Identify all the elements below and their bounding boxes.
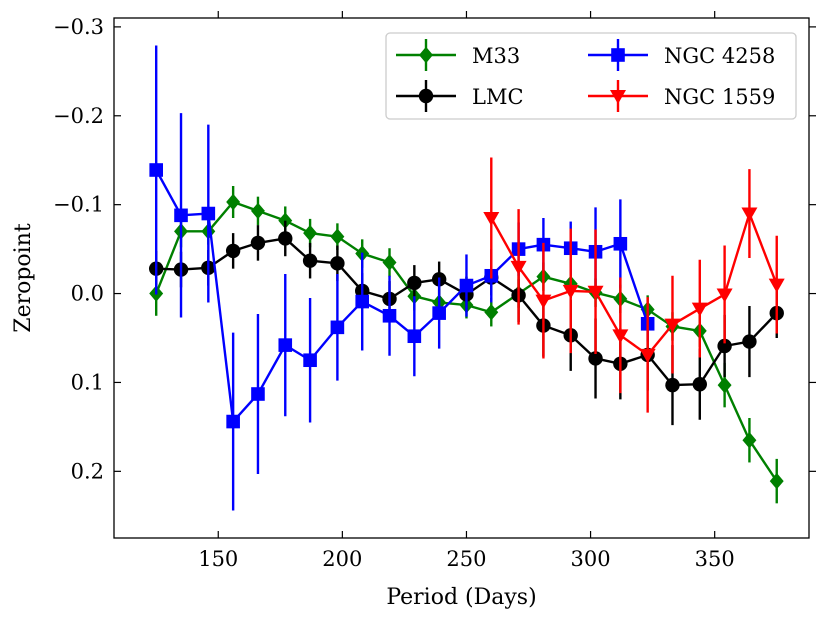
- series-lmc: [148, 220, 784, 426]
- legend-marker-m33: [419, 46, 433, 64]
- legend-marker-ngc-1559: [610, 90, 626, 104]
- point-ngc-4258: [201, 206, 216, 221]
- point-m33: [250, 202, 265, 220]
- point-ngc-4258: [459, 278, 474, 293]
- point-m33: [742, 432, 757, 449]
- point-lmc: [742, 334, 757, 349]
- point-ngc-1559: [639, 348, 656, 363]
- legend-entry-ngc-1559: NGC 1559: [588, 80, 775, 112]
- line-ngc-4258: [155, 169, 649, 423]
- point-m33: [382, 254, 397, 271]
- y-tick-label: −0.1: [53, 193, 104, 217]
- point-ngc-1559: [535, 294, 552, 309]
- point-m33: [278, 212, 293, 229]
- point-lmc: [588, 351, 603, 366]
- x-tick-label: 150: [198, 547, 238, 571]
- x-tick-label: 300: [571, 547, 611, 571]
- legend-entry-ngc-4258: NGC 4258: [588, 39, 775, 71]
- point-ngc-1559: [741, 207, 758, 222]
- point-ngc-1559: [510, 260, 527, 275]
- legend-entry-lmc: LMC: [396, 80, 524, 112]
- point-lmc: [302, 253, 318, 268]
- point-lmc: [278, 231, 293, 246]
- legend-label-lmc: LMC: [472, 85, 524, 109]
- legend-label-ngc-1559: NGC 1559: [664, 85, 775, 109]
- point-ngc-4258: [149, 163, 163, 177]
- point-m33: [717, 376, 732, 394]
- point-ngc-4258: [407, 329, 422, 344]
- point-ngc-1559: [716, 288, 733, 303]
- legend-marker-lmc: [418, 88, 434, 104]
- x-axis-label: Period (Days): [386, 585, 536, 610]
- point-m33: [226, 193, 241, 211]
- series-ngc-1559: [483, 157, 785, 413]
- x-tick-label: 250: [446, 547, 486, 571]
- y-tick-label: −0.2: [53, 104, 104, 128]
- legend-entry-m33: M33: [396, 39, 520, 71]
- legend-box: [385, 32, 797, 120]
- point-lmc: [250, 235, 266, 251]
- point-ngc-1559: [612, 329, 629, 344]
- point-ngc-4258: [226, 414, 240, 429]
- point-ngc-1559: [562, 284, 579, 299]
- point-ngc-4258: [613, 236, 628, 251]
- point-m33: [769, 472, 784, 490]
- point-lmc: [225, 243, 241, 259]
- legend-label-m33: M33: [472, 44, 520, 68]
- point-ngc-1559: [587, 285, 604, 300]
- point-lmc: [330, 256, 345, 271]
- y-tick-label: −0.3: [53, 15, 104, 39]
- series-m33: [149, 186, 784, 504]
- point-ngc-4258: [278, 338, 293, 352]
- point-ngc-4258: [174, 208, 188, 223]
- point-m33: [330, 228, 345, 245]
- point-m33: [303, 224, 318, 242]
- point-ngc-4258: [303, 353, 317, 368]
- point-lmc: [692, 377, 707, 392]
- y-tick-label: 0.0: [71, 282, 104, 306]
- point-m33: [484, 304, 499, 321]
- x-tick-label: 350: [695, 547, 735, 571]
- point-ngc-1559: [483, 212, 500, 226]
- y-tick-label: 0.1: [71, 370, 104, 394]
- legend-label-ngc-4258: NGC 4258: [664, 44, 775, 68]
- line-m33: [155, 200, 778, 482]
- y-axis-label: Zeropoint: [11, 223, 36, 333]
- point-ngc-1559: [691, 302, 708, 317]
- point-ngc-1559: [768, 278, 785, 293]
- legend-marker-ngc-4258: [611, 48, 625, 62]
- ticks: 150 200 250 300 350 −0.3 −0.2 −0.1 0.0 0.1 0.2: [53, 11, 816, 571]
- point-lmc: [665, 377, 680, 393]
- x-tick-label: 200: [322, 547, 362, 571]
- point-ngc-4258: [251, 387, 265, 401]
- point-ngc-1559: [664, 318, 681, 333]
- point-lmc: [717, 338, 732, 354]
- point-ngc-4258: [330, 320, 345, 335]
- point-lmc: [407, 275, 422, 291]
- point-ngc-4258: [382, 308, 397, 323]
- series-layer: [148, 45, 785, 511]
- y-tick-label: 0.2: [71, 459, 104, 483]
- plot-frame: [113, 17, 810, 539]
- legend: M33 LMC NGC 4258 NGC 1559: [385, 32, 797, 120]
- point-ngc-4258: [432, 306, 446, 320]
- point-ngc-4258: [355, 294, 370, 309]
